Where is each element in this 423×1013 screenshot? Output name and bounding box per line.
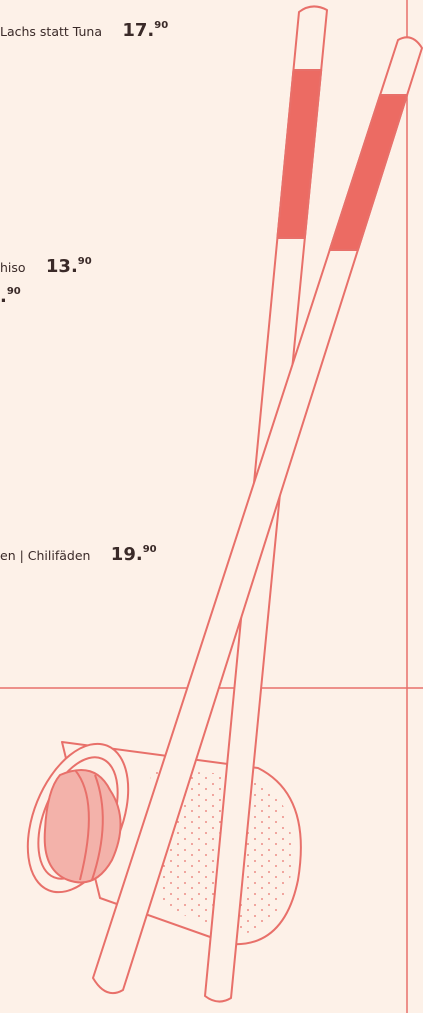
- price-cents: 90: [154, 20, 168, 31]
- menu-item: Lachs statt Tuna 17.90: [0, 20, 168, 41]
- item-text: en | Chilifäden: [0, 548, 90, 563]
- price: 13.: [46, 256, 78, 277]
- price: 17.: [122, 20, 154, 41]
- price: .: [0, 286, 7, 307]
- item-text: Lachs statt Tuna: [0, 24, 102, 39]
- item-text: hiso: [0, 260, 26, 275]
- price-cents: 90: [143, 544, 157, 555]
- price-cents: 90: [78, 256, 92, 267]
- menu-item: en | Chilifäden 19.90: [0, 544, 157, 565]
- menu-item: hiso 13.90: [0, 256, 92, 277]
- menu-page: Lachs statt Tuna 17.90 hiso 13.90 .90 en…: [0, 0, 423, 1013]
- illustration: [0, 0, 423, 1013]
- price: 19.: [111, 544, 143, 565]
- price-cents: 90: [7, 286, 21, 297]
- menu-item: .90: [0, 286, 21, 307]
